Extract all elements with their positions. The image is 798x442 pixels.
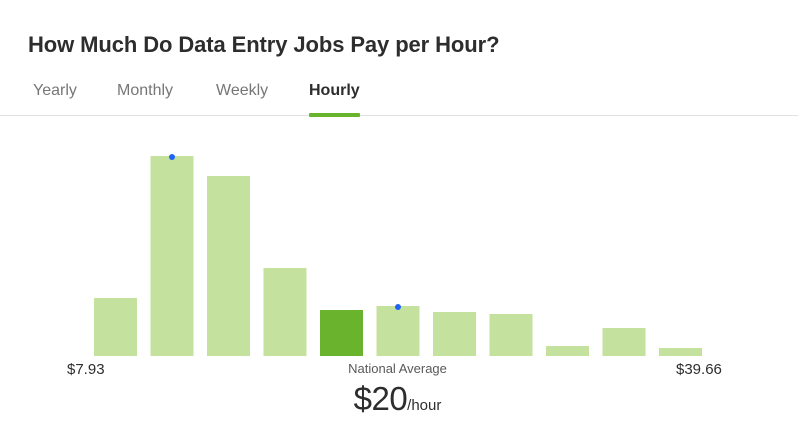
chart-bar: [433, 312, 476, 356]
chart-bar: [207, 176, 250, 356]
average-unit: /hour: [407, 397, 442, 414]
page-title: How Much Do Data Entry Jobs Pay per Hour…: [28, 32, 500, 57]
national-average-label: National Average: [348, 361, 447, 376]
chart-bar: [263, 268, 307, 356]
chart-marker-dot: [395, 304, 401, 310]
tab-hourly[interactable]: Hourly: [309, 82, 360, 117]
chart-bar-national-average: [320, 310, 363, 356]
chart-bar: [376, 306, 420, 356]
tab-yearly[interactable]: Yearly: [33, 82, 77, 99]
range-min-label: $7.93: [67, 361, 105, 378]
pay-period-tabs: Yearly Monthly Weekly Hourly: [0, 78, 798, 117]
chart-bar: [150, 156, 194, 356]
chart-bar: [546, 346, 589, 356]
chart-bar: [602, 328, 646, 356]
chart-bar: [659, 348, 702, 356]
chart-bar: [489, 314, 533, 356]
tab-weekly[interactable]: Weekly: [216, 82, 269, 99]
range-max-label: $39.66: [676, 361, 722, 378]
chart-bar: [94, 298, 137, 356]
average-amount: $20: [353, 380, 408, 417]
tab-monthly[interactable]: Monthly: [117, 82, 174, 99]
chart-marker-dot: [169, 154, 175, 160]
national-average-value: $20/hour: [0, 380, 795, 418]
pay-distribution-chart: [94, 154, 702, 356]
